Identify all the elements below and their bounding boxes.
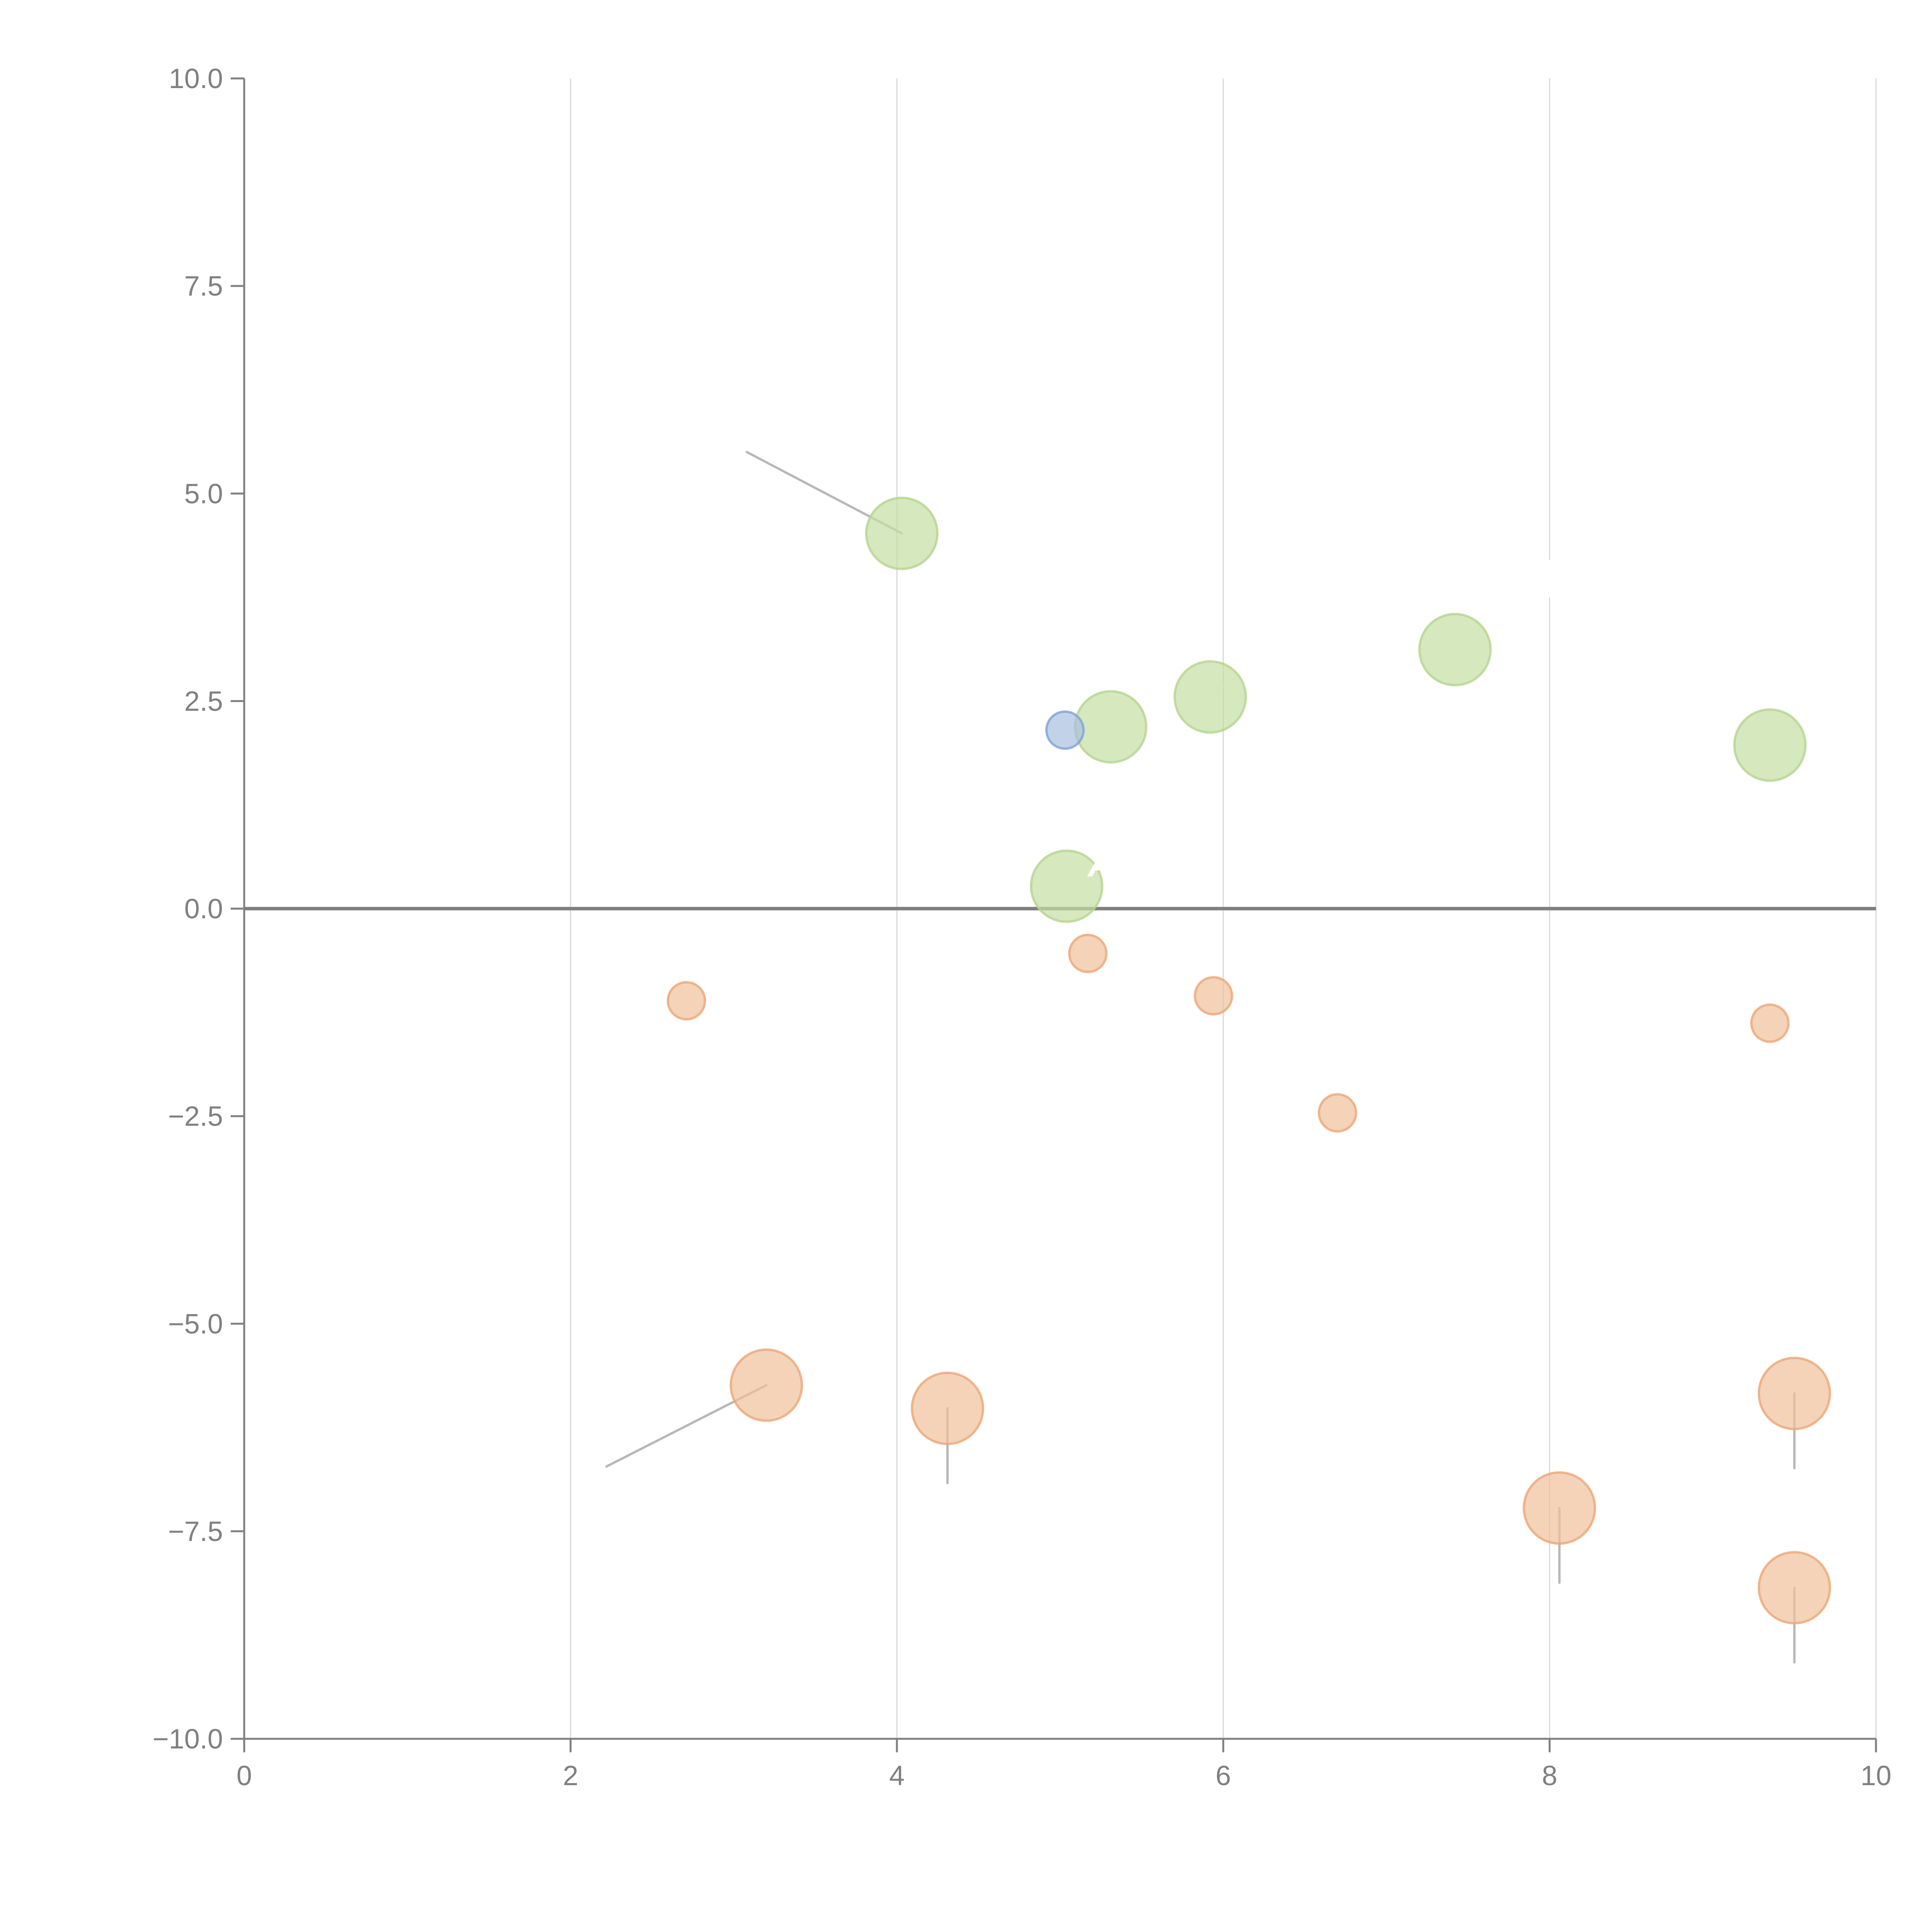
green-large-point	[1733, 708, 1807, 782]
orange-large-point	[730, 1348, 803, 1422]
green-large-point	[1030, 849, 1104, 923]
x-tick-label: 10	[1861, 1760, 1891, 1791]
orange-large-point	[1757, 1357, 1831, 1430]
orange-small-point	[1068, 934, 1108, 973]
connector-layer	[605, 451, 1796, 1664]
orange-small-point	[667, 981, 706, 1020]
label-layer: A	[1087, 845, 1113, 884]
orange-large-point	[1522, 1471, 1596, 1545]
orange-small-point	[1194, 976, 1233, 1016]
y-tick-label: −5.0	[168, 1309, 223, 1340]
x-tick-label: 6	[1216, 1760, 1231, 1791]
y-tick-label: −2.5	[168, 1101, 223, 1132]
y-tick-label: 2.5	[184, 686, 223, 717]
green-large-point	[1418, 613, 1492, 687]
green-large-point	[1074, 690, 1148, 764]
y-tick-label: 10.0	[169, 63, 223, 94]
green-large-point	[865, 497, 939, 570]
point-layer	[667, 497, 1831, 1624]
y-tick-label: 0.0	[184, 894, 223, 925]
y-tick-label: 5.0	[184, 478, 223, 509]
orange-large-point	[1757, 1551, 1831, 1624]
hidden-label-box	[1526, 560, 1573, 597]
blue-small-point	[1045, 710, 1085, 750]
orange-small-point	[1318, 1093, 1357, 1133]
x-tick-label: 4	[889, 1760, 905, 1791]
green-large-point	[1173, 660, 1247, 734]
x-tick-label: 8	[1542, 1760, 1557, 1791]
y-tick-label: −7.5	[168, 1516, 223, 1547]
orange-small-point	[1750, 1003, 1790, 1043]
orange-large-point	[911, 1371, 985, 1445]
y-tick-label: −10.0	[153, 1724, 223, 1755]
point-label: A	[1087, 845, 1113, 884]
y-tick-label: 7.5	[184, 271, 223, 302]
x-tick-label: 2	[563, 1760, 578, 1791]
axes: 10.0 7.5 5.0 2.5 0.0 −2.5 −5.0 −7.5 −10.0 0 2 4 6 8 10	[153, 63, 1891, 1791]
x-tick-label: 0	[236, 1760, 252, 1791]
